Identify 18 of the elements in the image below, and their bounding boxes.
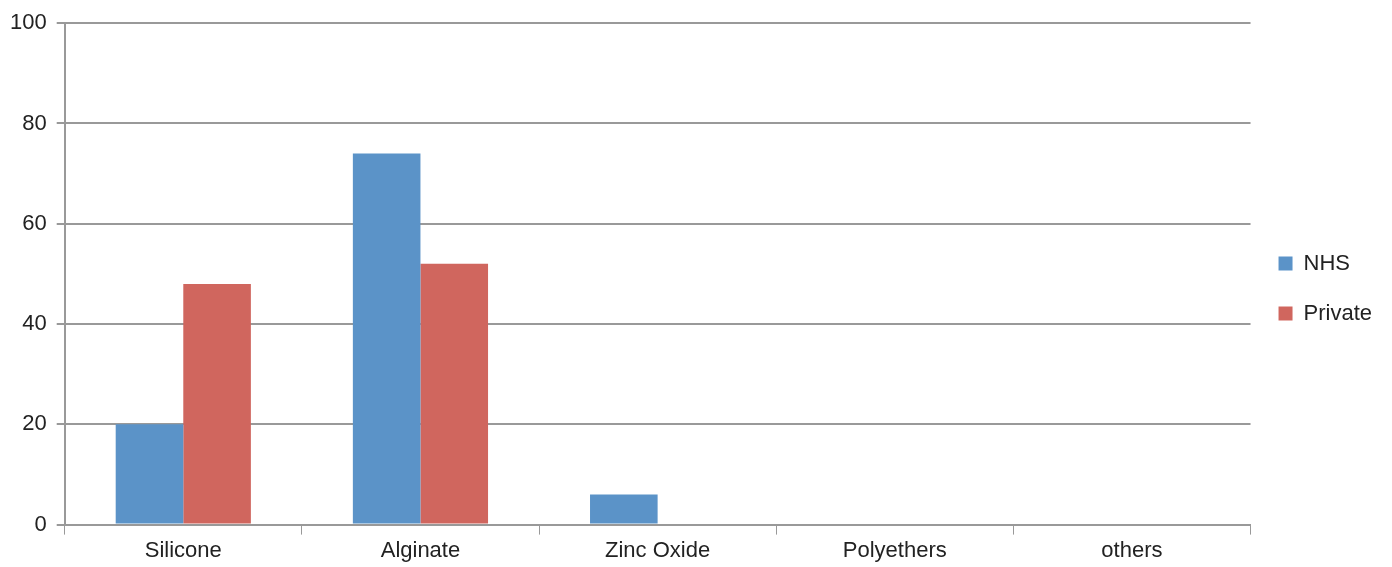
legend-label: Private: [1303, 299, 1373, 325]
bar: [352, 153, 421, 524]
bar: [590, 494, 658, 524]
y-tick-label: 0: [34, 510, 47, 536]
legend-label: NHS: [1303, 249, 1350, 275]
x-tick-label: others: [1101, 536, 1163, 562]
y-tick-label: 40: [22, 310, 47, 336]
bar: [420, 263, 489, 524]
bar: [115, 424, 184, 524]
x-tick-label: Alginate: [380, 536, 461, 562]
x-tick-label: Polyethers: [842, 536, 947, 562]
y-tick-label: 60: [22, 209, 47, 235]
x-tick-label: Silicone: [144, 536, 222, 562]
y-tick-label: 80: [22, 109, 47, 135]
y-tick-label: 100: [9, 9, 47, 35]
y-tick-label: 20: [22, 410, 47, 436]
bar: [183, 283, 251, 524]
x-tick-label: Zinc Oxide: [605, 536, 711, 562]
